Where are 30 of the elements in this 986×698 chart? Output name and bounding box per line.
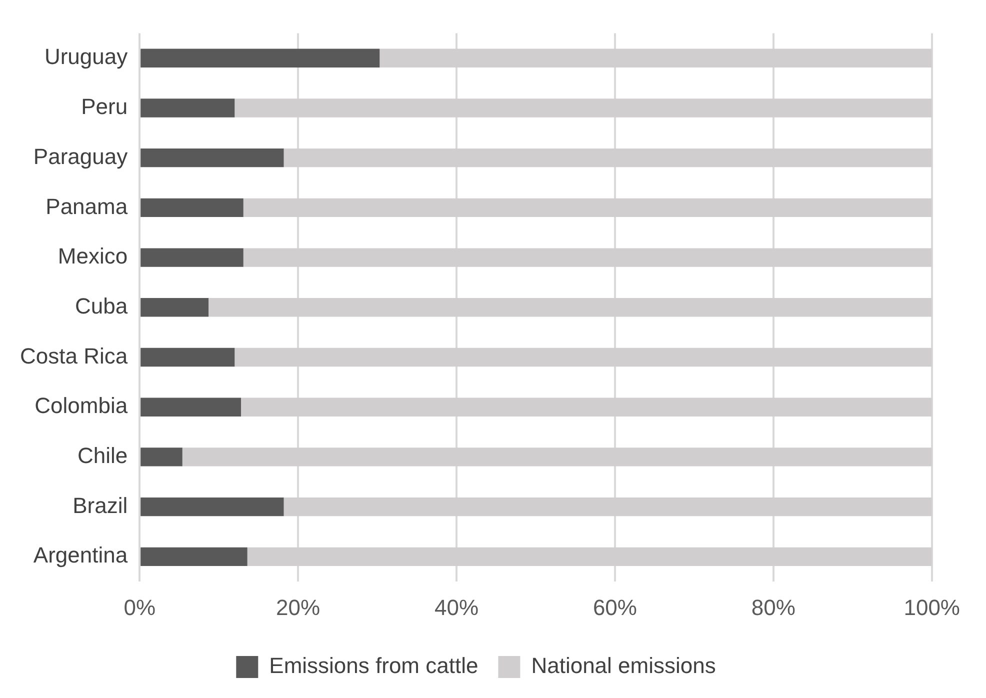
x-tick-label: 0% <box>124 594 156 620</box>
bar <box>140 298 209 317</box>
y-tick-label: Argentina <box>33 542 128 568</box>
y-tick-label: Peru <box>81 94 128 120</box>
y-tick-label: Uruguay <box>44 44 128 70</box>
x-tick-label: 60% <box>592 594 637 620</box>
x-tick-label: 40% <box>434 594 479 620</box>
x-tick-label: 20% <box>276 594 320 620</box>
bar <box>140 348 235 367</box>
y-tick-label: Chile <box>77 443 128 468</box>
legend-label: National emissions <box>531 653 716 678</box>
y-tick-label: Colombia <box>34 393 128 418</box>
y-tick-label: Mexico <box>58 244 128 269</box>
bar <box>140 547 248 566</box>
y-tick-label: Panama <box>46 194 128 219</box>
bar <box>140 497 284 516</box>
y-tick-label: Brazil <box>72 492 128 518</box>
bar <box>140 198 244 218</box>
y-tick-label: Costa Rica <box>20 343 128 368</box>
bar <box>140 48 380 68</box>
y-tick-label: Paraguay <box>33 144 128 169</box>
bar <box>140 248 244 267</box>
y-tick-label: Cuba <box>75 293 128 318</box>
x-tick-label: 80% <box>751 594 796 620</box>
bar <box>140 148 284 168</box>
bar <box>140 98 235 118</box>
legend-label: Emissions from cattle <box>269 653 478 678</box>
bar <box>140 448 182 466</box>
bar <box>140 398 242 416</box>
x-tick-label: 100% <box>904 594 960 620</box>
